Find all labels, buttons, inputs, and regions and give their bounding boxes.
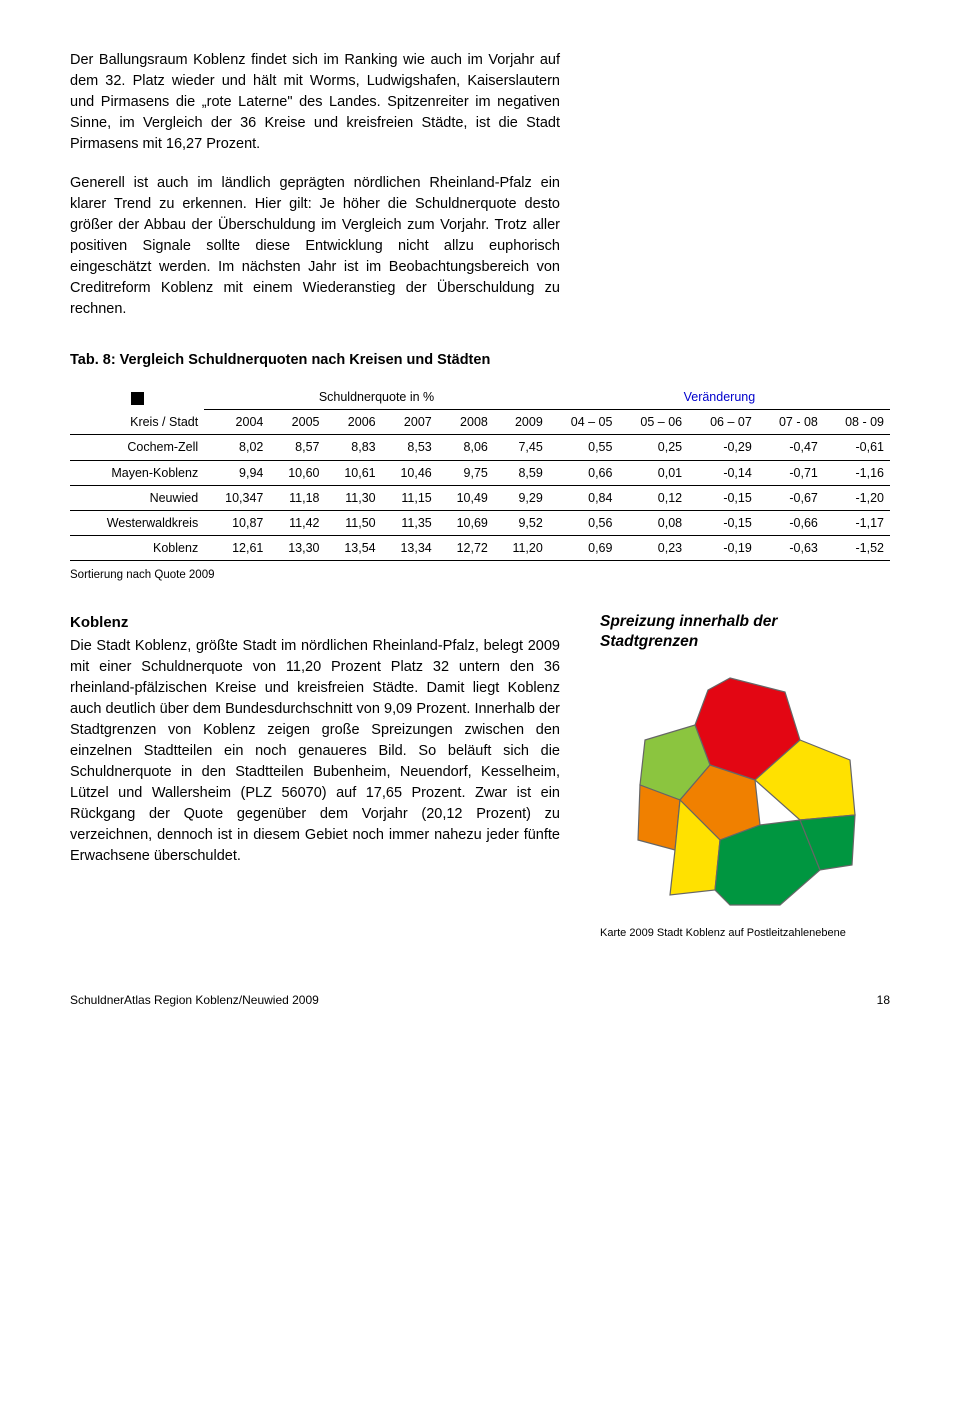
cell: 10,49 <box>438 485 494 510</box>
col-change: 05 – 06 <box>618 410 688 435</box>
footer-page: 18 <box>877 992 890 1009</box>
cell: 0,69 <box>549 535 619 560</box>
section-body: Die Stadt Koblenz, größte Stadt im nördl… <box>70 638 560 864</box>
col-year: 2004 <box>204 410 269 435</box>
cell: -1,20 <box>824 485 890 510</box>
cell: 0,84 <box>549 485 619 510</box>
cell: -0,66 <box>758 510 824 535</box>
cell: 0,56 <box>549 510 619 535</box>
cell: 8,02 <box>204 435 269 460</box>
row-label: Neuwied <box>70 485 204 510</box>
cell: 8,59 <box>494 460 549 485</box>
cell: 8,83 <box>325 435 381 460</box>
table-row: Koblenz12,6113,3013,5413,3412,7211,200,6… <box>70 535 890 560</box>
cell: 0,23 <box>618 535 688 560</box>
cell: -0,14 <box>688 460 758 485</box>
cell: -1,52 <box>824 535 890 560</box>
side-title: Spreizung innerhalb der Stadtgrenzen <box>600 612 890 652</box>
koblenz-map <box>600 670 870 920</box>
cell: -1,16 <box>824 460 890 485</box>
cell: 10,347 <box>204 485 269 510</box>
col-year: 2008 <box>438 410 494 435</box>
cell: 10,61 <box>325 460 381 485</box>
table-note: Sortierung nach Quote 2009 <box>70 567 890 584</box>
col-year: 2006 <box>325 410 381 435</box>
cell: 7,45 <box>494 435 549 460</box>
cell: 11,15 <box>382 485 438 510</box>
cell: 10,60 <box>269 460 325 485</box>
row-label: Koblenz <box>70 535 204 560</box>
map-caption: Karte 2009 Stadt Koblenz auf Postleitzah… <box>600 926 890 942</box>
table-row: Mayen-Koblenz9,9410,6010,6110,469,758,59… <box>70 460 890 485</box>
cell: 11,50 <box>325 510 381 535</box>
cell: -0,71 <box>758 460 824 485</box>
cell: 10,46 <box>382 460 438 485</box>
header-kreis: Kreis / Stadt <box>70 410 204 435</box>
cell: -0,61 <box>824 435 890 460</box>
cell: -1,17 <box>824 510 890 535</box>
cell: 9,52 <box>494 510 549 535</box>
cell: 8,57 <box>269 435 325 460</box>
col-change: 04 – 05 <box>549 410 619 435</box>
table-row: Cochem-Zell8,028,578,838,538,067,450,550… <box>70 435 890 460</box>
cell: 0,08 <box>618 510 688 535</box>
cell: 0,01 <box>618 460 688 485</box>
cell: 12,61 <box>204 535 269 560</box>
colgroup-change: Veränderung <box>549 385 890 410</box>
cell: 8,06 <box>438 435 494 460</box>
cell: -0,67 <box>758 485 824 510</box>
paragraph-1: Der Ballungsraum Koblenz findet sich im … <box>70 50 560 155</box>
side-title-line: Stadtgrenzen <box>600 633 698 650</box>
cell: 10,87 <box>204 510 269 535</box>
section-title-koblenz: Koblenz <box>70 612 560 634</box>
col-change: 06 – 07 <box>688 410 758 435</box>
footer-left: SchuldnerAtlas Region Koblenz/Neuwied 20… <box>70 992 319 1009</box>
cell: 9,75 <box>438 460 494 485</box>
cell: -0,63 <box>758 535 824 560</box>
cell: 13,34 <box>382 535 438 560</box>
row-label: Westerwaldkreis <box>70 510 204 535</box>
cell: 0,12 <box>618 485 688 510</box>
col-year: 2007 <box>382 410 438 435</box>
col-year: 2009 <box>494 410 549 435</box>
colgroup-quote: Schuldnerquote in % <box>204 385 549 410</box>
cell: 11,18 <box>269 485 325 510</box>
cell: -0,15 <box>688 485 758 510</box>
side-title-line: Spreizung innerhalb der <box>600 613 777 630</box>
cell: 9,94 <box>204 460 269 485</box>
cell: -0,19 <box>688 535 758 560</box>
paragraph-2: Generell ist auch im ländlich geprägten … <box>70 173 560 320</box>
col-change: 07 - 08 <box>758 410 824 435</box>
cell: 11,30 <box>325 485 381 510</box>
cell: 0,25 <box>618 435 688 460</box>
col-year: 2005 <box>269 410 325 435</box>
cell: 11,20 <box>494 535 549 560</box>
cell: -0,47 <box>758 435 824 460</box>
row-label: Cochem-Zell <box>70 435 204 460</box>
table-caption: Tab. 8: Vergleich Schuldnerquoten nach K… <box>70 350 890 371</box>
legend-square-icon <box>131 392 144 405</box>
cell: 11,42 <box>269 510 325 535</box>
cell: 10,69 <box>438 510 494 535</box>
cell: 13,54 <box>325 535 381 560</box>
cell: -0,15 <box>688 510 758 535</box>
col-change: 08 - 09 <box>824 410 890 435</box>
row-label: Mayen-Koblenz <box>70 460 204 485</box>
cell: 8,53 <box>382 435 438 460</box>
cell: -0,29 <box>688 435 758 460</box>
cell: 12,72 <box>438 535 494 560</box>
cell: 11,35 <box>382 510 438 535</box>
table-row: Neuwied10,34711,1811,3011,1510,499,290,8… <box>70 485 890 510</box>
cell: 0,55 <box>549 435 619 460</box>
table-row: Westerwaldkreis10,8711,4211,5011,3510,69… <box>70 510 890 535</box>
cell: 0,66 <box>549 460 619 485</box>
schuldnerquoten-table: Schuldnerquote in % Veränderung Kreis / … <box>70 385 890 561</box>
cell: 9,29 <box>494 485 549 510</box>
cell: 13,30 <box>269 535 325 560</box>
